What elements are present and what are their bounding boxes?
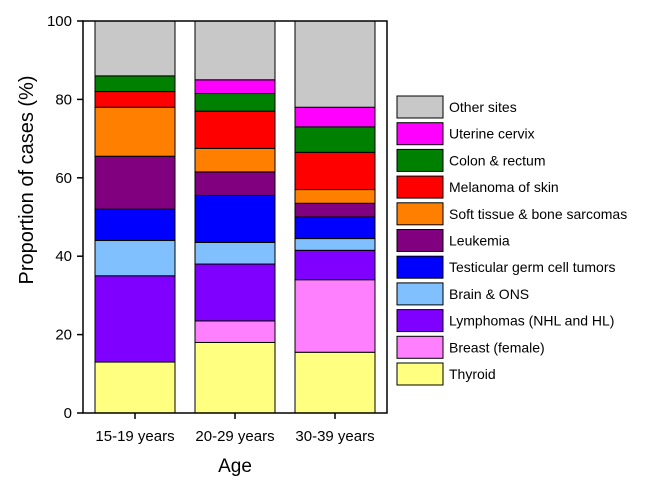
- legend-label: Soft tissue & bone sarcomas: [449, 206, 627, 222]
- bar-leukemia-15-19-years: [94, 155, 176, 210]
- legend-swatch: [396, 175, 444, 199]
- legend-item-leukemia: Leukemia: [396, 229, 510, 252]
- y-axis: 0 20 40 60 80 100: [47, 13, 83, 422]
- bar-brain-ons-30-39-years: [294, 238, 376, 251]
- bar-leukemia-30-39-years: [294, 202, 376, 218]
- y-tick-label: 100: [47, 13, 72, 30]
- legend-item-colon-rectum: Colon & rectum: [396, 148, 545, 172]
- bar-uterine-cervix-20-29-years: [194, 79, 276, 95]
- legend-swatch: [396, 309, 444, 333]
- legend-item-soft-tissue-bone-sarcomas: Soft tissue & bone sarcomas: [396, 202, 627, 226]
- legend-label: Colon & rectum: [449, 152, 545, 168]
- bar-thyroid-30-39-years: [294, 351, 376, 414]
- legend-label: Testicular germ cell tumors: [449, 259, 616, 275]
- legend-swatch: [396, 255, 444, 279]
- legend-item-brain-ons: Brain & ONS: [396, 282, 529, 306]
- bar-melanoma-of-skin-30-39-years: [294, 151, 376, 191]
- bar-brain-ons-15-19-years: [94, 240, 176, 277]
- legend-label: Leukemia: [449, 233, 510, 249]
- bar-other-sites-30-39-years: [294, 20, 376, 108]
- y-tick-label: 60: [55, 170, 72, 187]
- legend-label: Brain & ONS: [449, 286, 529, 302]
- legend-swatch: [396, 229, 444, 252]
- legend-item-other-sites: Other sites: [396, 95, 517, 119]
- legend-swatch: [396, 362, 444, 386]
- legend-label: Thyroid: [449, 366, 496, 382]
- legend-item-testicular-germ-cell-tumors: Testicular germ cell tumors: [396, 255, 616, 279]
- bar-other-sites-20-29-years: [194, 20, 276, 81]
- legend-label: Melanoma of skin: [449, 179, 559, 195]
- x-tick-label: 20-29 years: [195, 428, 274, 445]
- legend-swatch: [396, 95, 444, 119]
- bar-uterine-cervix-30-39-years: [294, 106, 376, 128]
- bar-lymphomas-nhl-and-hl-30-39-years: [294, 249, 376, 281]
- bar-brain-ons-20-29-years: [194, 241, 276, 265]
- bar-breast-female-20-29-years: [194, 320, 276, 343]
- y-axis-title: Proportion of cases (%): [16, 76, 38, 285]
- legend-label: Uterine cervix: [449, 126, 535, 142]
- legend-swatch: [396, 122, 444, 146]
- bar-thyroid-20-29-years: [194, 341, 276, 414]
- bar-leukemia-20-29-years: [194, 171, 276, 196]
- bar-thyroid-15-19-years: [94, 361, 176, 414]
- bar-colon-rectum-30-39-years: [294, 126, 376, 153]
- y-tick-label: 40: [55, 248, 72, 265]
- y-tick-label: 20: [55, 327, 72, 344]
- legend-label: Lymphomas (NHL and HL): [449, 313, 614, 329]
- legend-item-breast-female: Breast (female): [396, 335, 545, 359]
- bar-soft-tissue-bone-sarcomas-30-39-years: [294, 189, 376, 204]
- bar-soft-tissue-bone-sarcomas-20-29-years: [194, 147, 276, 173]
- bar-stacks: [94, 20, 376, 414]
- bar-lymphomas-nhl-and-hl-15-19-years: [94, 275, 176, 363]
- legend-item-thyroid: Thyroid: [396, 362, 496, 386]
- y-tick-label: 0: [64, 405, 72, 422]
- bar-soft-tissue-bone-sarcomas-15-19-years: [94, 106, 176, 157]
- bar-testicular-germ-cell-tumors-20-29-years: [194, 194, 276, 243]
- legend-label: Other sites: [449, 99, 517, 115]
- x-axis-title: Age: [218, 456, 252, 477]
- y-tick-label: 80: [55, 91, 72, 108]
- x-axis: 15-19 years 20-29 years 30-39 years: [95, 413, 375, 445]
- bar-colon-rectum-15-19-years: [94, 75, 176, 93]
- legend-label: Breast (female): [449, 339, 545, 355]
- legend-item-lymphomas-nhl-and-hl: Lymphomas (NHL and HL): [396, 309, 614, 333]
- x-tick-label: 30-39 years: [295, 428, 374, 445]
- legend-swatch: [396, 148, 444, 172]
- legend-swatch: [396, 282, 444, 306]
- legend-item-uterine-cervix: Uterine cervix: [396, 122, 535, 146]
- bar-testicular-germ-cell-tumors-15-19-years: [94, 208, 176, 242]
- bar-testicular-germ-cell-tumors-30-39-years: [294, 216, 376, 240]
- bar-lymphomas-nhl-and-hl-20-29-years: [194, 263, 276, 322]
- legend-item-melanoma-of-skin: Melanoma of skin: [396, 175, 559, 199]
- bar-other-sites-15-19-years: [94, 20, 176, 77]
- legend: Other sites Uterine cervix Colon & rectum M…: [396, 95, 627, 386]
- legend-swatch: [396, 202, 444, 226]
- bar-colon-rectum-20-29-years: [194, 93, 276, 112]
- bar-melanoma-of-skin-20-29-years: [194, 110, 276, 149]
- bar-melanoma-of-skin-15-19-years: [94, 91, 176, 108]
- x-tick-label: 15-19 years: [95, 428, 174, 445]
- legend-swatch: [396, 335, 444, 359]
- bar-breast-female-30-39-years: [294, 279, 376, 353]
